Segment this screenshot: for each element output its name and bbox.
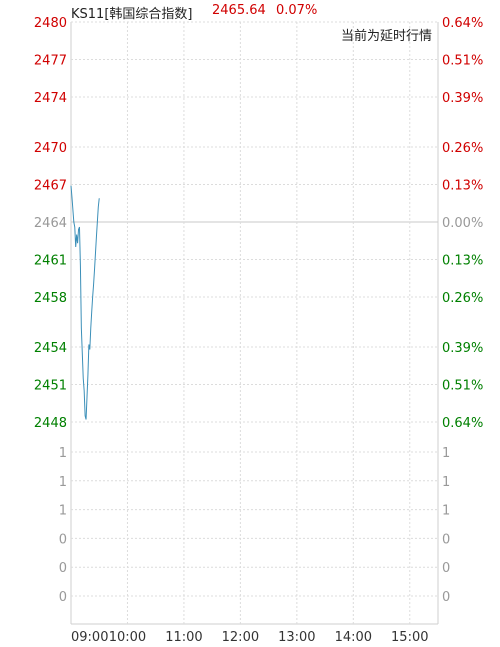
price-line (70, 185, 100, 420)
price-tick-label: 2477 (34, 54, 67, 69)
price-tick-label: 2470 (34, 141, 67, 156)
price-tick-label: 2464 (34, 216, 67, 231)
price-axis: 2480 2477 2474 2470 2467 2464 2461 2458 2454 2451… (34, 16, 67, 605)
time-tick-label: 09:00 (71, 630, 108, 645)
change-percent: 0.07% (276, 3, 318, 18)
percent-tick-label: 0.13% (442, 179, 483, 194)
price-tick-label: 2467 (34, 179, 67, 194)
time-tick-label: 14:00 (335, 630, 372, 645)
volume-tick-label-right: 1 (442, 504, 450, 519)
percent-tick-label: 0.26% (442, 291, 483, 306)
time-tick-label: 10:00 (109, 630, 146, 645)
percent-tick-label: 0.64% (442, 16, 483, 31)
volume-tick-label: 0 (59, 561, 67, 576)
percent-tick-label: 0.39% (442, 341, 483, 356)
volume-tick-label: 1 (59, 504, 67, 519)
chart-grid (70, 21, 439, 625)
symbol-label: KS11[韩国综合指数] (71, 7, 193, 22)
percent-tick-label: 0.13% (442, 254, 483, 269)
time-tick-label: 15:00 (391, 630, 428, 645)
time-tick-label: 13:00 (278, 630, 315, 645)
percent-tick-label: 0.51% (442, 54, 483, 69)
percent-axis: 0.64% 0.51% 0.39% 0.26% 0.13% 0.00% 0.13% 0.26%… (442, 16, 483, 605)
percent-tick-label: 0.39% (442, 91, 483, 106)
volume-tick-label-right: 1 (442, 446, 450, 461)
time-tick-label: 11:00 (165, 630, 202, 645)
volume-tick-label-right: 0 (442, 590, 450, 605)
percent-tick-label: 0.51% (442, 379, 483, 394)
price-tick-label: 2480 (34, 16, 67, 31)
delay-notice: 当前为延时行情 (340, 29, 432, 44)
time-axis: 09:00 10:00 11:00 12:00 13:00 14:00 15:00 (71, 630, 429, 645)
volume-tick-label-right: 0 (442, 532, 450, 547)
percent-tick-label: 0.64% (442, 416, 483, 431)
price-tick-label: 2454 (34, 341, 67, 356)
price-tick-label: 2448 (34, 416, 67, 431)
volume-tick-label: 0 (59, 532, 67, 547)
time-tick-label: 12:00 (222, 630, 259, 645)
volume-tick-label: 1 (59, 446, 67, 461)
volume-tick-label-right: 1 (442, 475, 450, 490)
price-tick-label: 2461 (34, 254, 67, 269)
percent-tick-label: 0.26% (442, 141, 483, 156)
current-price: 2465.64 (212, 3, 266, 18)
price-tick-label: 2458 (34, 291, 67, 306)
volume-tick-label: 0 (59, 590, 67, 605)
volume-tick-label-right: 0 (442, 561, 450, 576)
price-tick-label: 2451 (34, 379, 67, 394)
price-series (70, 185, 100, 420)
price-tick-label: 2474 (34, 91, 67, 106)
percent-tick-label: 0.00% (442, 216, 483, 231)
volume-tick-label: 1 (59, 475, 67, 490)
